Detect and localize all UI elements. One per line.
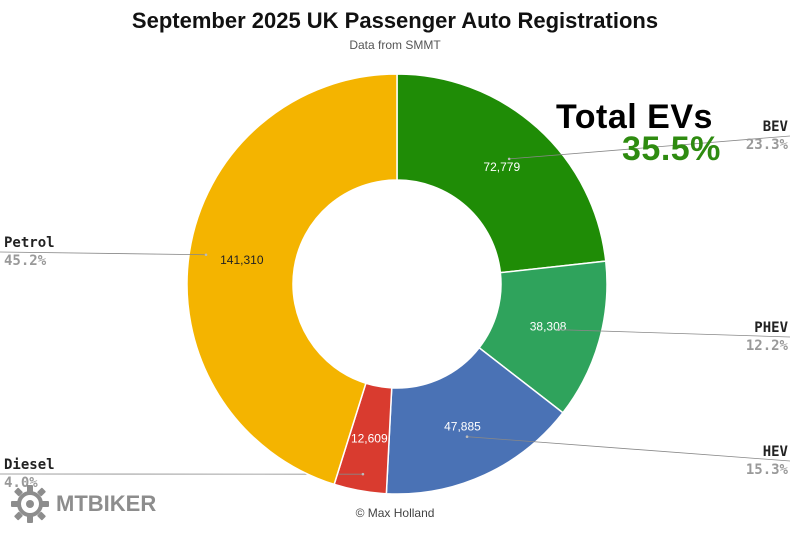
leader-line-bev bbox=[509, 135, 790, 160]
slice-value-diesel: 12,609 bbox=[351, 432, 388, 446]
credit-text: © Max Holland bbox=[355, 506, 435, 520]
leader-dot-bev bbox=[507, 157, 511, 161]
watermark-text: MTBIKER bbox=[56, 491, 157, 516]
slice-value-phev: 38,308 bbox=[530, 320, 567, 334]
slice-value-hev: 47,885 bbox=[444, 420, 481, 434]
legend-name-bev: BEV bbox=[763, 119, 789, 135]
slice-value-petrol: 141,310 bbox=[220, 253, 264, 267]
leader-line-petrol bbox=[0, 251, 207, 256]
slice-value-bev: 72,779 bbox=[483, 160, 520, 174]
gear-icon bbox=[11, 485, 49, 523]
leader-dot-phev bbox=[557, 328, 560, 331]
legend-name-diesel: Diesel bbox=[4, 457, 55, 473]
legend-name-hev: HEV bbox=[763, 444, 789, 460]
legend-name-phev: PHEV bbox=[754, 320, 788, 336]
total-evs-label: Total EVs bbox=[556, 98, 713, 136]
leader-line-hev bbox=[467, 436, 790, 462]
slice-bev bbox=[396, 73, 607, 274]
slice-petrol bbox=[186, 73, 398, 486]
legend-percent-hev: 15.3% bbox=[746, 462, 789, 478]
leader-dot-petrol bbox=[204, 253, 208, 257]
leader-dot-diesel bbox=[361, 472, 365, 476]
legend-name-petrol: Petrol bbox=[4, 235, 55, 251]
leader-dot-hev bbox=[465, 435, 469, 439]
chart-subtitle: Data from SMMT bbox=[349, 38, 441, 52]
leader-line-phev bbox=[558, 329, 790, 338]
total-evs-percent: 35.5% bbox=[622, 130, 721, 168]
legend-percent-petrol: 45.2% bbox=[4, 253, 47, 269]
watermark: MTBIKER bbox=[10, 484, 156, 524]
legend-percent-phev: 12.2% bbox=[746, 338, 789, 354]
slice-hev bbox=[385, 346, 564, 495]
chart-title: September 2025 UK Passenger Auto Registr… bbox=[131, 8, 659, 33]
legend-percent-bev: 23.3% bbox=[746, 137, 789, 153]
